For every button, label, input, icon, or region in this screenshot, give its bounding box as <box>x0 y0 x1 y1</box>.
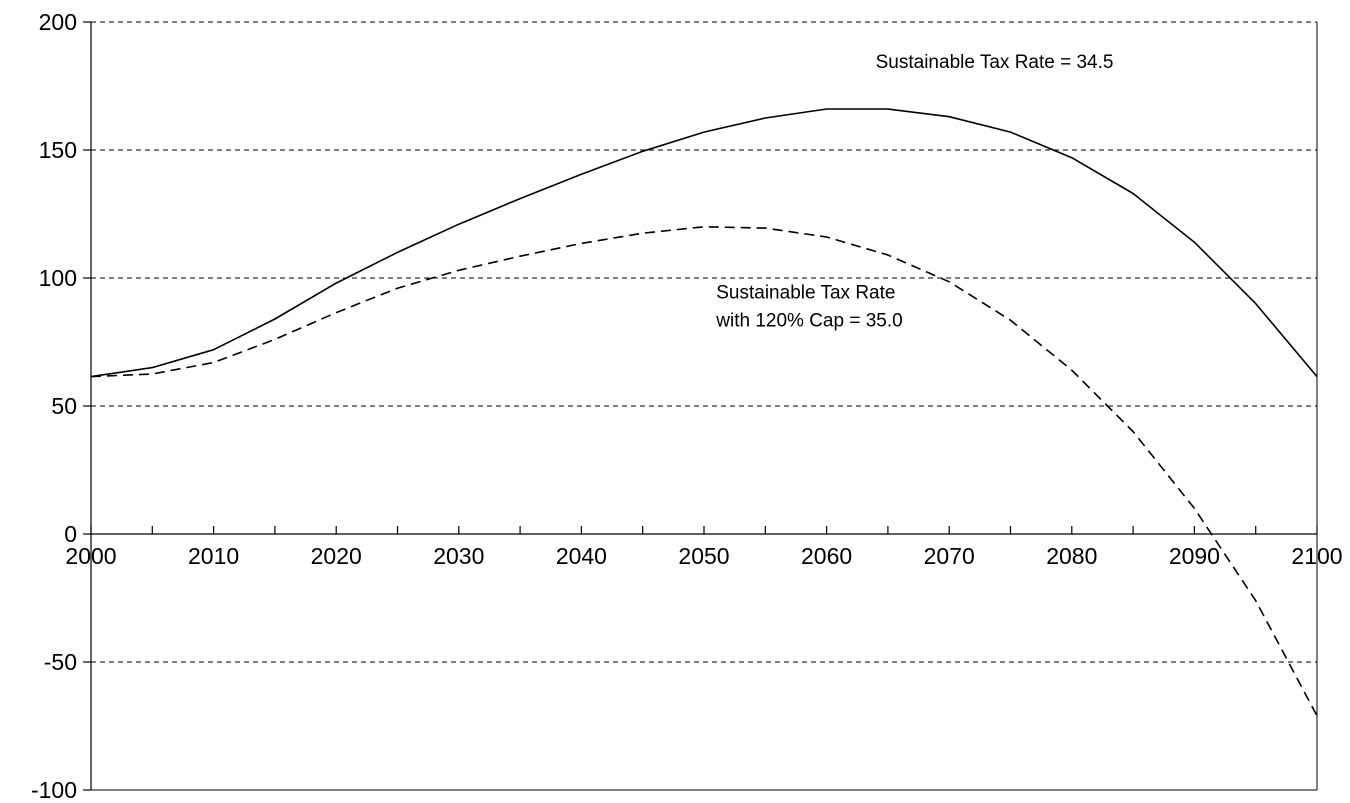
series-lines <box>90 108 1318 717</box>
x-tick-label-2: 2020 <box>311 543 362 569</box>
x-tick-label-8: 2080 <box>1046 543 1097 569</box>
y-tick-label-6: 200 <box>39 9 77 35</box>
annotation-1-line-0: Sustainable Tax Rate <box>716 282 895 303</box>
x-tick-label-9: 2090 <box>1169 543 1220 569</box>
grid-lines <box>91 21 1317 663</box>
annotation-1-line-1: with 120% Cap = 35.0 <box>715 310 902 331</box>
y-tick-label-3: 50 <box>51 393 77 419</box>
y-tick-label-4: 100 <box>39 265 77 291</box>
y-tick-label-0: -100 <box>31 777 77 803</box>
x-tick-label-6: 2060 <box>801 543 852 569</box>
tick-labels: -100 -50 0 50 100 150 200 2000 2010 2020 2030 2040 2… <box>31 9 1343 803</box>
y-tick-label-1: -50 <box>44 649 77 675</box>
x-tick-label-5: 2050 <box>678 543 729 569</box>
uncapped-series-line <box>90 108 1318 378</box>
x-tick-label-10: 2100 <box>1291 543 1342 569</box>
annotation-1: Sustainable Tax Rate with 120% Cap = 35.0 <box>715 282 902 331</box>
capped-series-line <box>90 226 1318 717</box>
x-tick-label-3: 2030 <box>433 543 484 569</box>
x-tick-label-4: 2040 <box>556 543 607 569</box>
y-tick-label-2: 0 <box>64 521 77 547</box>
x-tick-label-7: 2070 <box>924 543 975 569</box>
x-tick-label-0: 2000 <box>65 543 116 569</box>
annotation-0: Sustainable Tax Rate = 34.5 <box>876 52 1114 73</box>
axes <box>83 21 1318 791</box>
y-tick-label-5: 150 <box>39 137 77 163</box>
annotations: Sustainable Tax Rate = 34.5 Sustainable T… <box>715 52 1113 331</box>
annotation-0-line-0: Sustainable Tax Rate = 34.5 <box>876 52 1114 73</box>
x-tick-label-1: 2010 <box>188 543 239 569</box>
